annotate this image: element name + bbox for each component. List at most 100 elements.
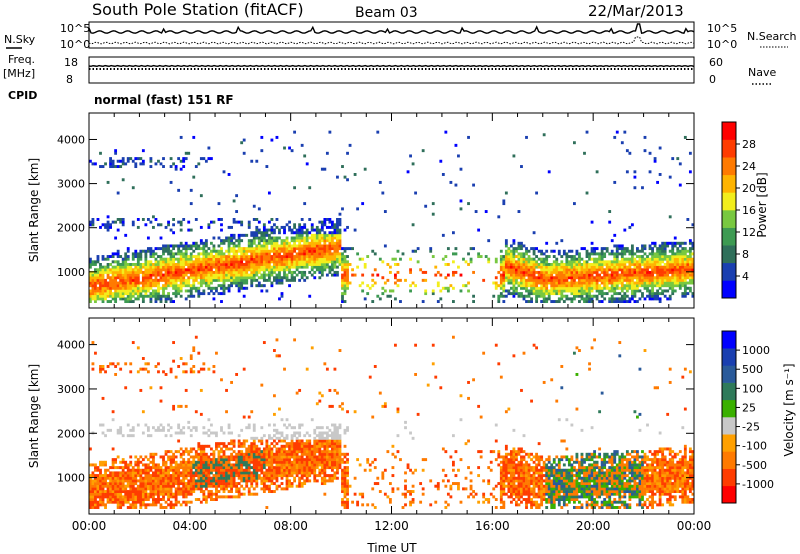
heatmap-cell <box>653 244 657 248</box>
heatmap-cell <box>666 244 670 248</box>
heatmap-cell <box>530 292 533 296</box>
heatmap-cell <box>585 263 589 266</box>
heatmap-cell <box>255 492 259 496</box>
heatmap-cell <box>94 487 97 491</box>
heatmap-cell <box>537 278 541 282</box>
heatmap-cell <box>225 388 228 392</box>
heatmap-cell <box>310 252 314 256</box>
heatmap-cell <box>646 284 649 288</box>
heatmap-cell <box>94 474 97 478</box>
heatmap-cell <box>502 263 506 266</box>
heatmap-cell <box>164 247 168 251</box>
heatmap-cell <box>222 474 226 478</box>
heatmap-cell <box>202 265 206 269</box>
heatmap-cell <box>126 482 130 486</box>
heatmap-cell <box>141 294 145 298</box>
heatmap-cell <box>240 255 244 259</box>
heatmap-cell <box>265 439 269 443</box>
heatmap-cell <box>681 260 685 264</box>
heatmap-cell <box>620 278 624 282</box>
heatmap-cell <box>179 270 183 274</box>
heatmap-cell <box>232 278 236 282</box>
heatmap-cell <box>457 265 460 269</box>
heatmap-cell <box>656 268 660 272</box>
heatmap-cell <box>242 278 246 282</box>
heatmap-cell <box>197 484 201 488</box>
heatmap-cell <box>207 367 211 371</box>
heatmap-cell <box>144 476 148 480</box>
heatmap-cell <box>275 479 279 483</box>
heatmap-cell <box>252 474 256 478</box>
heatmap-cell <box>134 273 138 277</box>
heatmap-cell <box>595 297 599 301</box>
heatmap-cell <box>262 474 266 478</box>
heatmap-cell <box>595 284 599 288</box>
heatmap-cell <box>96 466 100 470</box>
heatmap-cell <box>509 268 513 272</box>
heatmap-cell <box>162 476 165 480</box>
heatmap-cell <box>204 263 208 266</box>
heatmap-cell <box>220 249 223 253</box>
heatmap-cell <box>199 455 203 459</box>
heatmap-cell <box>217 484 221 488</box>
heatmap-cell <box>608 273 612 277</box>
heatmap-cell <box>91 474 95 478</box>
heatmap-cell <box>431 292 435 296</box>
heatmap-cell <box>383 281 387 285</box>
heatmap-cell <box>265 233 269 237</box>
heatmap-cell <box>121 257 125 261</box>
heatmap-cell <box>610 239 614 243</box>
heatmap-cell <box>237 455 241 459</box>
heatmap-cell <box>252 468 256 472</box>
heatmap-cell <box>532 289 536 293</box>
heatmap-cell <box>255 159 259 163</box>
heatmap-cell <box>149 276 153 280</box>
heatmap-cell <box>136 492 140 496</box>
heatmap-cell <box>106 257 110 261</box>
heatmap-cell <box>242 492 246 496</box>
heatmap-cell <box>305 233 309 237</box>
heatmap-cell <box>255 466 259 470</box>
heatmap-cell <box>167 487 170 491</box>
heatmap-cell <box>275 273 279 277</box>
heatmap-cell <box>555 289 559 293</box>
heatmap-cell <box>144 257 148 261</box>
heatmap-cell <box>265 468 269 472</box>
heatmap-cell <box>308 294 312 298</box>
heatmap-cell <box>262 476 266 480</box>
heatmap-cell <box>583 268 586 272</box>
heatmap-cell <box>237 466 241 470</box>
heatmap-cell <box>114 365 118 368</box>
heatmap-cell <box>552 255 556 259</box>
heatmap-cell <box>678 260 682 264</box>
heatmap-cell <box>114 372 118 376</box>
heatmap-cell <box>230 239 233 243</box>
heatmap-cell <box>247 455 251 459</box>
heatmap-cell <box>220 455 223 459</box>
heatmap-cell <box>245 270 249 274</box>
heatmap-cell <box>144 276 148 280</box>
heatmap-cell <box>141 300 145 304</box>
heatmap-cell <box>172 466 176 470</box>
heatmap-cell <box>154 252 158 256</box>
heatmap-cell <box>280 239 284 243</box>
heatmap-cell <box>283 239 286 243</box>
heatmap-cell <box>199 450 203 454</box>
heatmap-cell <box>527 273 531 277</box>
heatmap-cell <box>194 498 198 501</box>
heatmap-cell <box>199 367 203 371</box>
heatmap-cell <box>469 257 473 261</box>
heatmap-cell <box>295 239 299 243</box>
heatmap-cell <box>527 249 531 253</box>
heatmap-cell <box>560 292 564 296</box>
heatmap-cell <box>109 225 112 229</box>
heatmap-cell <box>242 471 246 475</box>
heatmap-cell <box>648 270 652 274</box>
heatmap-cell <box>94 468 97 472</box>
heatmap-cell <box>320 265 324 269</box>
heatmap-cell <box>230 471 233 475</box>
heatmap-cell <box>567 284 571 288</box>
heatmap-cell <box>215 249 218 253</box>
heatmap-cell <box>278 474 281 478</box>
heatmap-cell <box>169 479 173 483</box>
